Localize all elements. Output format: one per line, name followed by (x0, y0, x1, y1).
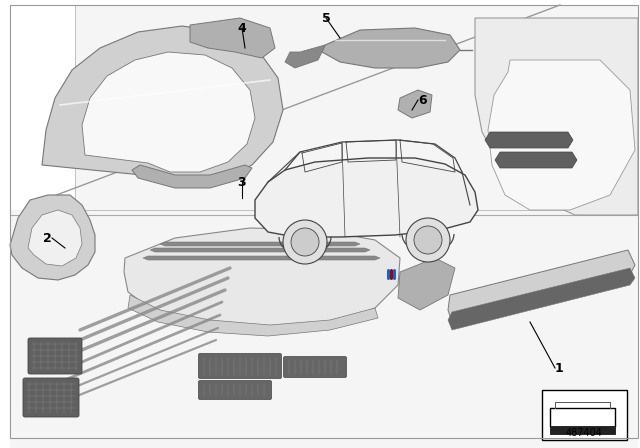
Polygon shape (398, 258, 455, 310)
Text: 2: 2 (44, 232, 52, 245)
FancyBboxPatch shape (23, 378, 79, 417)
Polygon shape (82, 52, 255, 172)
Circle shape (283, 220, 327, 264)
Bar (550, 426, 615, 434)
Circle shape (414, 226, 442, 254)
FancyBboxPatch shape (28, 338, 82, 374)
Polygon shape (75, 5, 638, 210)
Circle shape (406, 218, 450, 262)
Polygon shape (448, 268, 635, 330)
Polygon shape (475, 18, 638, 215)
Polygon shape (42, 26, 283, 186)
Polygon shape (28, 210, 82, 266)
Polygon shape (143, 256, 380, 260)
Polygon shape (255, 158, 478, 237)
Polygon shape (160, 242, 360, 246)
Polygon shape (132, 165, 252, 188)
Polygon shape (398, 90, 432, 118)
Text: 4: 4 (237, 22, 246, 34)
Polygon shape (10, 210, 638, 448)
Polygon shape (285, 45, 325, 68)
Polygon shape (124, 228, 400, 332)
Polygon shape (128, 295, 378, 336)
FancyBboxPatch shape (542, 390, 627, 440)
FancyBboxPatch shape (284, 357, 346, 378)
Polygon shape (322, 28, 460, 68)
Polygon shape (150, 248, 370, 252)
Polygon shape (485, 132, 573, 148)
Text: 5: 5 (322, 12, 330, 25)
FancyBboxPatch shape (198, 353, 282, 379)
Polygon shape (495, 152, 577, 168)
Circle shape (291, 228, 319, 256)
Text: 1: 1 (555, 362, 564, 375)
Text: 6: 6 (418, 94, 427, 107)
Polygon shape (488, 60, 635, 210)
Polygon shape (10, 195, 95, 280)
Polygon shape (190, 18, 275, 58)
Polygon shape (448, 250, 635, 322)
Text: 487404: 487404 (566, 428, 603, 438)
FancyBboxPatch shape (198, 380, 271, 400)
Text: 3: 3 (237, 176, 246, 189)
